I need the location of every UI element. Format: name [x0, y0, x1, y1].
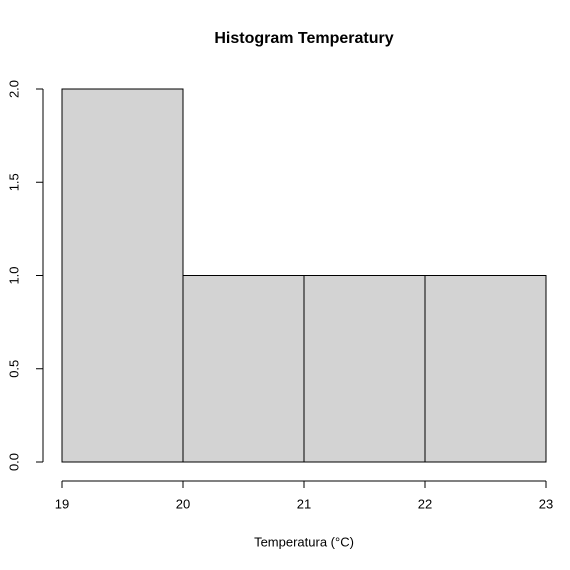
y-tick-label: 0.5	[6, 360, 21, 378]
x-tick-label: 19	[55, 496, 69, 511]
x-tick-label: 23	[539, 496, 553, 511]
chart-title: Histogram Temperatury	[214, 30, 393, 47]
bar	[303, 275, 426, 463]
x-tick-label: 21	[297, 496, 311, 511]
bar	[182, 275, 305, 463]
x-tick-label: 20	[176, 496, 190, 511]
y-tick-label: 1.5	[6, 173, 21, 191]
bar	[424, 275, 547, 463]
y-tick-label: 1.0	[6, 266, 21, 284]
x-tick-label: 22	[418, 496, 432, 511]
y-tick-label: 2.0	[6, 80, 21, 98]
bar	[61, 88, 184, 463]
x-axis-label: Temperatura (°C)	[254, 534, 354, 549]
y-tick-label: 0.0	[6, 453, 21, 471]
